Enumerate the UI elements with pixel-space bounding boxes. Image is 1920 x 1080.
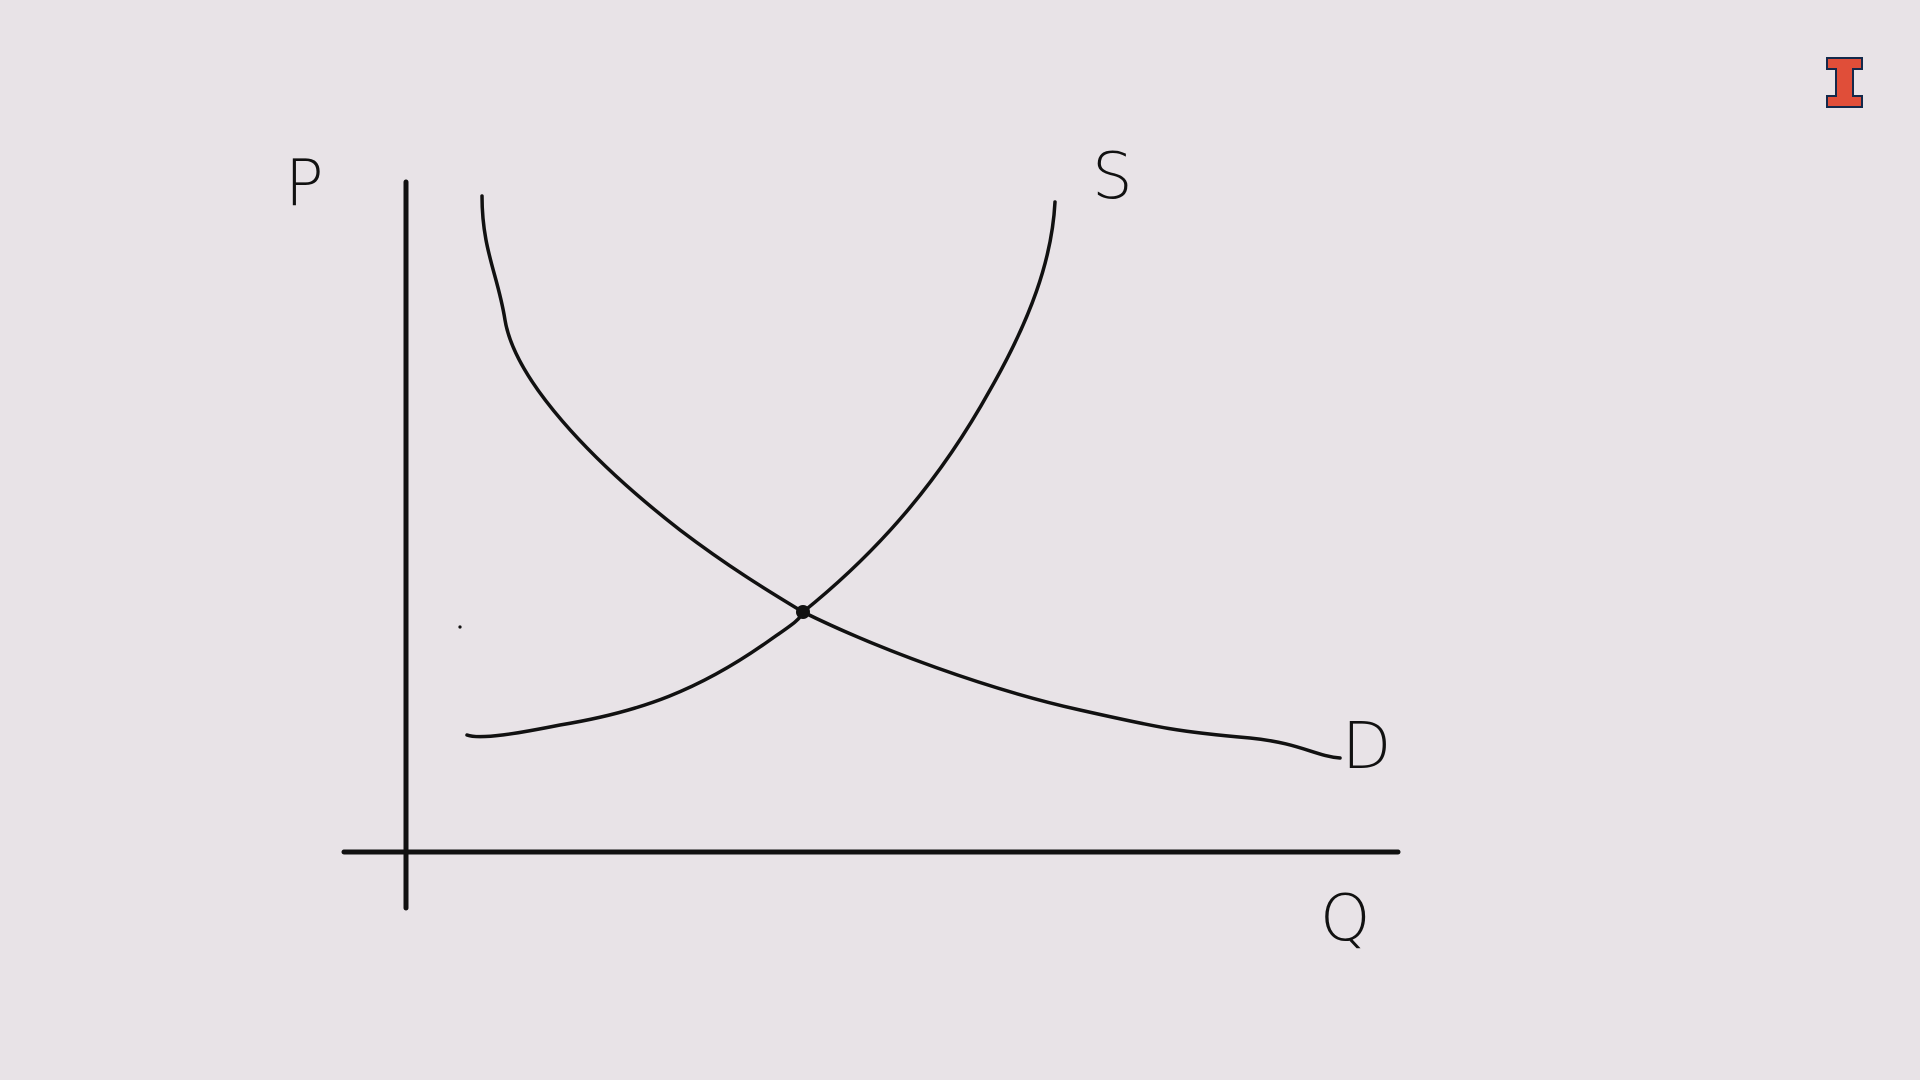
y-axis-label: P <box>285 147 324 221</box>
equilibrium-point <box>796 605 810 619</box>
stray-pen-mark <box>458 625 462 629</box>
block-i-icon <box>1826 57 1863 108</box>
axes <box>341 179 1401 911</box>
block-i-logo <box>1826 57 1863 108</box>
x-axis-label: Q <box>1320 882 1370 956</box>
demand-curve-label: D <box>1342 710 1391 784</box>
supply-curve-label: S <box>1092 140 1133 214</box>
